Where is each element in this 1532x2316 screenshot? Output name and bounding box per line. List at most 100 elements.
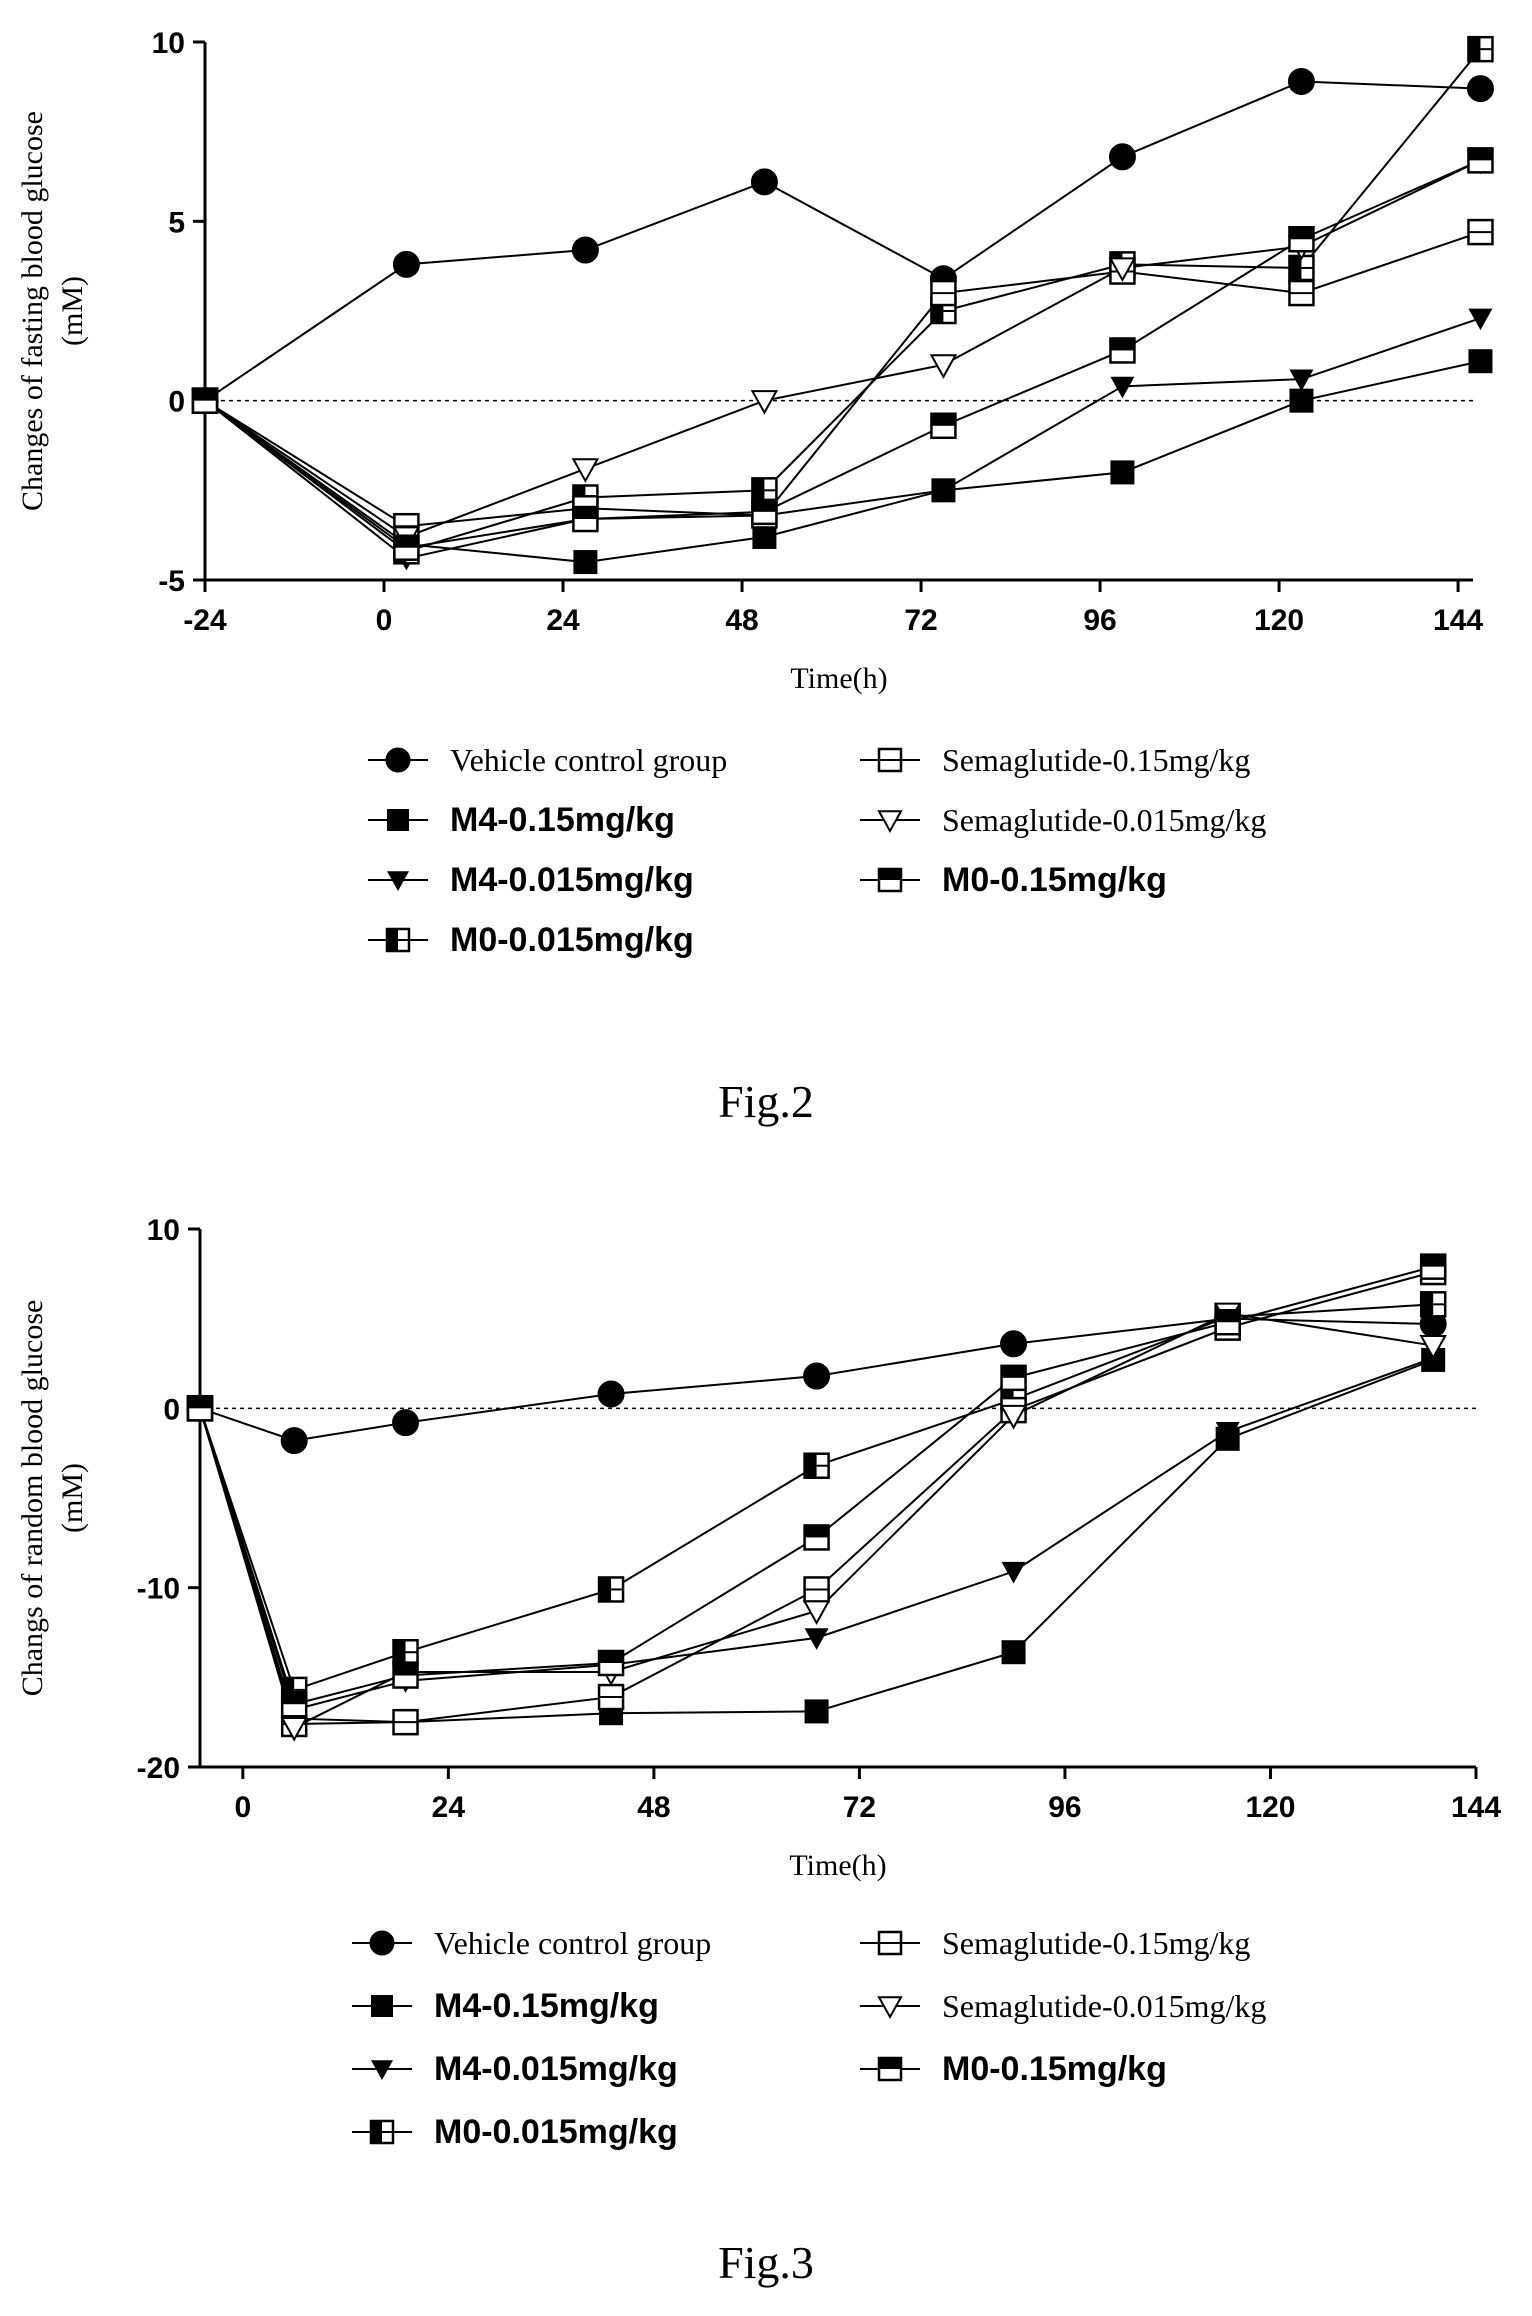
figure-2-caption: Fig.2: [718, 1076, 814, 1127]
legend-item-m4-0-015mg-kg: M4-0.015mg/kg: [368, 861, 694, 899]
y-tick-label: 0: [163, 1393, 180, 1426]
legend-marker: [877, 1930, 903, 1956]
series-line-vehicle-control-group: [199, 1317, 1434, 1442]
series-line-semaglutide-0-015mg-kg: [199, 1312, 1434, 1729]
data-point-semaglutide-0-15mg-kg: [930, 279, 957, 307]
y-tick-label: -10: [137, 1573, 180, 1606]
data-point-m4-0-015mg-kg: [1289, 369, 1314, 392]
legend-item-m0-0-015mg-kg: M0-0.015mg/kg: [352, 2113, 678, 2151]
series-line-m4-0-015mg-kg: [204, 317, 1481, 560]
series-line-vehicle-control-group: [204, 80, 1481, 402]
legend-marker: [877, 810, 903, 834]
series-line-semaglutide-0-015mg-kg: [204, 159, 1481, 539]
y-tick-label: 10: [147, 1214, 180, 1247]
legend-label: Semaglutide-0.15mg/kg: [942, 1925, 1250, 1961]
data-point-m4-0-15mg-kg: [573, 550, 598, 575]
legend-label: Vehicle control group: [434, 1925, 711, 1961]
legend-label: M0-0.015mg/kg: [434, 2113, 678, 2151]
legend-label: M4-0.015mg/kg: [434, 2050, 678, 2088]
y-tick-label: -5: [158, 565, 185, 598]
y-axis-unit: (mM): [56, 276, 89, 346]
x-tick-label: 24: [432, 1791, 466, 1824]
x-tick-label: 0: [234, 1791, 251, 1824]
figure-3-caption: Fig.3: [718, 2237, 814, 2288]
data-point-vehicle-control-group: [1287, 67, 1315, 95]
data-point-semaglutide-0-015mg-kg: [1108, 257, 1137, 283]
data-point-m0-0-15mg-kg: [751, 498, 778, 526]
data-point-semaglutide-0-15mg-kg: [1288, 279, 1315, 307]
data-point-vehicle-control-group: [803, 1362, 831, 1390]
legend-label: Semaglutide-0.015mg/kg: [942, 1988, 1266, 2024]
series-line-m0-0-15mg-kg: [199, 1265, 1434, 1706]
x-tick-label: -24: [183, 604, 227, 637]
data-point-semaglutide-0-15mg-kg: [597, 1683, 625, 1711]
data-point-semaglutide-0-015mg-kg: [802, 1600, 831, 1626]
data-point-m4-0-015mg-kg: [1110, 376, 1135, 399]
legend-label: Vehicle control group: [450, 742, 727, 778]
random-glucose-chart: -20 -10 0 10 0 24 48 72 96 120 144 Time(h) Changs of…: [16, 1214, 1501, 2151]
data-point-m0-0-015mg-kg: [1467, 35, 1494, 63]
x-tick-label: 72: [904, 604, 937, 637]
x-tick-label: 72: [843, 1791, 876, 1824]
legend-label: M4-0.015mg/kg: [450, 861, 694, 899]
legend-item-semaglutide-0-015mg-kg: Semaglutide-0.015mg/kg: [860, 802, 1266, 838]
data-point-m4-0-015mg-kg: [1215, 1422, 1240, 1444]
legend-marker: [371, 1995, 393, 2017]
legend-item-semaglutide-0-015mg-kg: Semaglutide-0.015mg/kg: [860, 1988, 1266, 2024]
legend-label: M0-0.15mg/kg: [942, 2050, 1167, 2088]
x-tick-label: 48: [637, 1791, 670, 1824]
legend-item-vehicle-control-group: Vehicle control group: [368, 742, 727, 778]
figure-3: -20 -10 0 10 0 24 48 72 96 120 144 Time(h) Changs of…: [0, 1180, 1532, 2180]
data-point-semaglutide-0-015mg-kg: [929, 354, 958, 379]
legend-marker: [385, 927, 411, 953]
series-line-semaglutide-0-15mg-kg: [199, 1271, 1434, 1725]
data-point-vehicle-control-group: [1108, 143, 1136, 171]
legend-label: Semaglutide-0.015mg/kg: [942, 802, 1266, 838]
data-point-m0-0-15mg-kg: [1288, 226, 1315, 253]
legend-item-m4-0-15mg-kg: M4-0.15mg/kg: [368, 801, 675, 839]
x-tick-label: 96: [1083, 604, 1116, 637]
legend-label: Semaglutide-0.15mg/kg: [942, 742, 1250, 778]
data-point-semaglutide-0-015mg-kg: [999, 1404, 1028, 1430]
series-line-m4-0-015mg-kg: [199, 1357, 1434, 1711]
x-tick-label: 120: [1254, 604, 1304, 637]
data-point-vehicle-control-group: [392, 250, 420, 278]
y-tick-label: 10: [152, 27, 185, 60]
legend-item-m0-0-15mg-kg: M0-0.15mg/kg: [860, 2050, 1167, 2088]
x-tick-label: 0: [376, 604, 393, 637]
data-point-m0-0-15mg-kg: [803, 1524, 830, 1551]
x-tick-label: 144: [1451, 1791, 1501, 1824]
data-point-m0-0-015mg-kg: [597, 1576, 625, 1603]
data-point-vehicle-control-group: [1000, 1330, 1028, 1358]
data-point-m0-0-015mg-kg: [392, 1638, 419, 1666]
x-axis-title: Time(h): [789, 1849, 886, 1882]
legend-label: M4-0.15mg/kg: [450, 801, 675, 839]
data-point-m4-0-15mg-kg: [804, 1699, 829, 1724]
data-point-semaglutide-0-015mg-kg: [750, 390, 779, 415]
legend-marker: [385, 747, 411, 773]
data-point-vehicle-control-group: [280, 1427, 308, 1455]
data-point-m0-0-015mg-kg: [803, 1452, 830, 1479]
legend-marker: [369, 1930, 395, 1956]
figure-2: -5 0 5 10 -24 0 24 48 72 96 120 144 Time(h) Changes o…: [0, 0, 1532, 1000]
data-point-vehicle-control-group: [392, 1409, 420, 1437]
data-point-vehicle-control-group: [1466, 75, 1494, 103]
legend-marker: [387, 809, 409, 831]
data-point-semaglutide-0-015mg-kg: [1419, 1334, 1447, 1360]
x-tick-label: 144: [1433, 604, 1483, 637]
x-axis-title: Time(h): [790, 662, 887, 695]
fasting-glucose-chart: -5 0 5 10 -24 0 24 48 72 96 120 144 Time(h) Changes o…: [16, 27, 1495, 959]
x-tick-label: 120: [1245, 1791, 1295, 1824]
data-point-m4-0-15mg-kg: [1001, 1640, 1026, 1665]
data-point-vehicle-control-group: [750, 168, 778, 196]
data-point-semaglutide-0-15mg-kg: [803, 1576, 830, 1603]
legend-item-semaglutide-0-15mg-kg: Semaglutide-0.15mg/kg: [860, 742, 1250, 778]
data-point-m0-0-15mg-kg: [392, 1662, 419, 1689]
data-point-m0-0-015mg-kg: [751, 477, 778, 504]
data-point-m4-0-015mg-kg: [804, 1628, 829, 1650]
legend-item-m0-0-15mg-kg: M0-0.15mg/kg: [860, 861, 1167, 899]
y-axis-title: Changes of fasting blood glucose: [16, 111, 49, 511]
legend-label: M0-0.15mg/kg: [942, 861, 1167, 899]
x-tick-label: 48: [725, 604, 758, 637]
data-point-m4-0-15mg-kg: [752, 524, 777, 549]
